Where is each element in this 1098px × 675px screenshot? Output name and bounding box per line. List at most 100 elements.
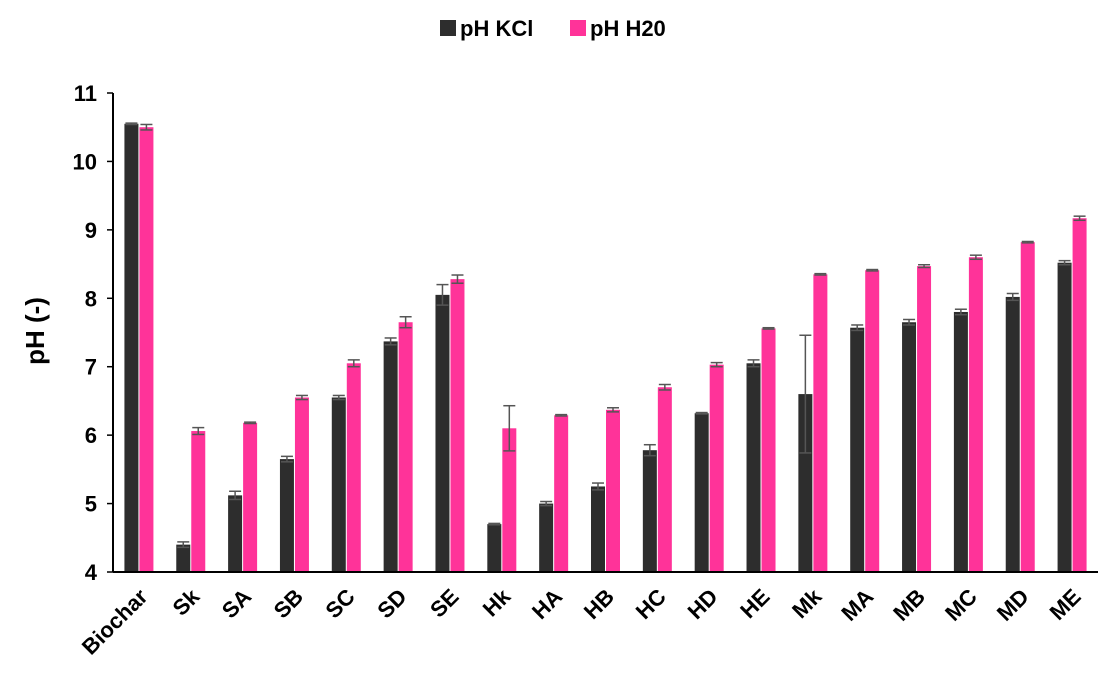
y-tick-label: 10	[73, 149, 97, 174]
bar-ph-kcl-me	[1057, 262, 1072, 572]
error-bar	[762, 326, 775, 330]
error-bar	[851, 324, 864, 332]
x-tick-label: ME	[1045, 584, 1086, 625]
x-axis-labels: Biochar Sk SA SB SC SD SE Hk HA HB HC HD HE Mk MA MB MC M…	[77, 583, 1086, 659]
bar-ph-kcl-hd	[694, 413, 709, 572]
bar-ph-kcl-biochar	[124, 123, 139, 573]
legend-swatch-ph-h20	[570, 20, 586, 36]
error-bar	[607, 407, 619, 413]
bar-ph-h20-hd	[709, 364, 724, 572]
legend-swatch-ph-kcl	[440, 20, 456, 36]
error-bar	[658, 383, 671, 391]
error-bar	[799, 334, 812, 454]
error-bar	[643, 443, 656, 457]
y-axis-title: pH (-)	[20, 297, 50, 365]
bar-ph-kcl-ha	[539, 503, 554, 572]
x-tick-label: HD	[683, 584, 723, 624]
error-bar	[229, 490, 242, 501]
error-bar	[695, 411, 708, 415]
x-tick-label: HA	[527, 584, 567, 624]
bar-ph-kcl-se	[435, 294, 450, 572]
x-tick-label: SD	[372, 584, 411, 623]
x-tick-label: HB	[579, 584, 619, 624]
y-tick-label: 11	[74, 81, 97, 106]
error-bar	[384, 337, 397, 346]
bar-ph-kcl-hc	[642, 450, 657, 572]
bar-ph-h20-he	[761, 328, 776, 572]
y-tick-label: 6	[85, 423, 97, 448]
legend-label-ph-h20: pH H20	[590, 16, 666, 41]
x-tick-label: HE	[735, 584, 774, 623]
y-tick-label: 9	[85, 218, 97, 243]
bar-ph-h20-me	[1072, 218, 1087, 572]
bar-ph-h20-ma	[865, 270, 880, 572]
error-bar	[1021, 240, 1034, 244]
error-bar	[903, 318, 916, 326]
x-tick-label: Hk	[478, 583, 516, 621]
bar-ph-h20-mc	[968, 257, 983, 572]
error-bar	[866, 268, 879, 272]
bar-ph-h20-mb	[917, 266, 932, 572]
bar-ph-kcl-hb	[591, 486, 605, 572]
bar-ph-kcl-mc	[953, 311, 968, 572]
bar-ph-h20-ha	[554, 415, 569, 572]
error-bar	[488, 522, 501, 526]
bar-ph-h20-sk	[191, 431, 206, 572]
x-tick-label: Biochar	[77, 584, 153, 660]
bar-ph-h20-hc	[657, 387, 672, 572]
error-bar	[125, 122, 138, 126]
bar-ph-h20-sb	[294, 397, 309, 572]
bar-ph-h20-biochar	[139, 127, 154, 572]
legend: pH KCl pH H20	[440, 16, 666, 41]
bar-ph-kcl-sa	[228, 495, 243, 572]
y-tick-label: 7	[85, 355, 97, 380]
error-bar	[399, 316, 412, 329]
bar-ph-h20-sc	[346, 363, 361, 572]
y-tick-label: 8	[85, 286, 97, 311]
error-bar	[177, 541, 190, 549]
x-tick-label: SC	[321, 584, 360, 623]
legend-label-ph-kcl: pH KCl	[460, 16, 533, 41]
bar-ph-kcl-md	[1005, 296, 1020, 572]
bar-ph-kcl-he	[746, 363, 761, 572]
bar-ph-h20-sa	[243, 422, 258, 572]
x-tick-label: MD	[992, 584, 1034, 626]
axes	[112, 93, 1098, 573]
error-bar	[969, 254, 982, 261]
bar-ph-h20-sd	[398, 322, 413, 572]
bar-ph-kcl-sc	[331, 397, 346, 572]
bar-ph-kcl-mk	[798, 394, 813, 572]
error-bar	[451, 274, 464, 284]
error-bar	[918, 264, 931, 269]
x-tick-label: Mk	[787, 583, 827, 623]
error-bar	[1073, 215, 1086, 222]
error-bar	[1006, 292, 1019, 302]
error-bar	[436, 283, 449, 306]
x-tick-label: SE	[425, 584, 463, 622]
error-bar	[1058, 259, 1071, 266]
error-bar	[347, 359, 360, 368]
error-bar	[192, 426, 205, 436]
bar-ph-kcl-sd	[383, 341, 398, 572]
error-bar	[592, 482, 604, 491]
y-tick-label: 4	[85, 560, 98, 585]
bar-ph-h20-mk	[813, 274, 828, 572]
bar-ph-h20-md	[1020, 242, 1035, 572]
x-tick-label: MB	[888, 584, 930, 626]
bars	[124, 123, 1087, 573]
y-axis-ticks: 4 5 6 7 8 9 10 11	[73, 81, 113, 585]
y-tick-label: 5	[85, 492, 97, 517]
x-tick-label: Sk	[168, 583, 205, 620]
x-tick-label: SA	[217, 584, 256, 623]
error-bar	[540, 500, 553, 507]
error-bar	[555, 413, 568, 417]
bar-ph-h20-se	[450, 279, 465, 572]
error-bar	[503, 404, 516, 452]
bar-ph-kcl-sk	[176, 544, 191, 572]
bar-ph-kcl-sb	[279, 459, 294, 572]
error-bar	[814, 272, 827, 276]
error-bars	[125, 122, 1086, 549]
bar-ph-h20-hb	[606, 409, 620, 572]
error-bar	[710, 361, 723, 368]
